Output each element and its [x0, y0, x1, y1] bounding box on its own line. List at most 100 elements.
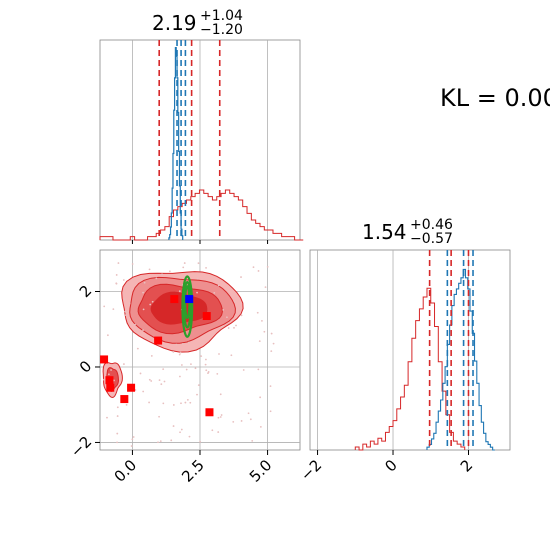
faint-point	[162, 368, 165, 370]
y-tick-label: 2	[76, 282, 95, 301]
faint-point	[197, 384, 200, 387]
faint-point	[151, 300, 154, 303]
faint-point	[110, 369, 112, 371]
faint-point	[211, 429, 214, 432]
faint-point	[196, 393, 198, 396]
faint-point	[115, 274, 118, 276]
faint-point	[142, 308, 145, 311]
faint-point	[178, 290, 181, 293]
faint-point	[131, 263, 134, 265]
faint-point	[233, 326, 235, 329]
faint-point	[172, 425, 175, 427]
faint-point	[130, 445, 133, 447]
right-median: 1.54	[362, 220, 407, 244]
faint-point	[180, 364, 183, 366]
faint-point	[189, 401, 192, 404]
faint-point	[172, 351, 175, 353]
faint-point	[155, 277, 158, 280]
faint-point	[266, 265, 269, 268]
faint-point	[216, 372, 219, 375]
faint-point	[149, 303, 152, 306]
red-square-marker	[127, 383, 136, 392]
blue-square-marker	[185, 295, 194, 304]
faint-point	[187, 341, 190, 344]
faint-point	[264, 286, 267, 289]
faint-point	[227, 327, 230, 329]
faint-point	[158, 415, 160, 418]
faint-point	[179, 351, 182, 354]
faint-point	[205, 369, 208, 372]
faint-point	[103, 305, 106, 308]
right-panel-title: 1.54 +0.46 −0.57	[362, 217, 453, 247]
top-median: 2.19	[152, 11, 197, 35]
faint-point	[221, 325, 224, 328]
faint-point	[179, 375, 181, 378]
faint-point	[170, 439, 173, 442]
faint-point	[204, 363, 207, 366]
faint-point	[159, 440, 162, 443]
faint-point	[252, 266, 255, 269]
y-tick-label: 0	[76, 357, 95, 376]
faint-point	[219, 393, 222, 396]
kl-label: KL = 0.00	[440, 84, 550, 112]
faint-point	[180, 428, 183, 431]
faint-point	[222, 309, 225, 311]
y-tick-label: −2	[67, 433, 95, 461]
top-red-hist	[99, 189, 304, 241]
faint-point	[218, 353, 220, 355]
faint-point	[116, 415, 119, 417]
faint-point	[196, 277, 199, 280]
faint-point	[179, 431, 181, 434]
faint-point	[240, 314, 243, 317]
faint-point	[113, 379, 115, 382]
red-square-marker	[154, 336, 163, 345]
faint-point	[232, 420, 235, 423]
faint-point	[270, 332, 273, 335]
faint-point	[181, 343, 184, 345]
faint-point	[178, 353, 181, 356]
faint-point	[242, 369, 245, 371]
faint-point	[103, 378, 105, 381]
faint-point	[123, 298, 126, 301]
faint-point	[272, 342, 275, 345]
faint-point	[258, 340, 261, 343]
faint-point	[148, 378, 151, 381]
faint-point	[185, 368, 188, 371]
right-histogram: −2 0 2	[297, 249, 511, 484]
faint-point	[199, 440, 202, 443]
right-x-tick-label: 0	[381, 456, 400, 475]
faint-point	[184, 401, 187, 404]
faint-point	[150, 355, 153, 357]
faint-point	[226, 316, 228, 319]
top-panel-title: 2.19 +1.04 −1.20	[152, 8, 243, 38]
faint-point	[116, 432, 119, 435]
faint-point	[134, 323, 136, 326]
faint-point	[186, 398, 189, 401]
faint-point	[200, 355, 203, 358]
faint-point	[124, 314, 127, 317]
faint-point	[194, 367, 197, 370]
faint-point	[142, 329, 144, 332]
faint-point	[233, 300, 236, 303]
faint-point	[256, 311, 259, 314]
faint-point	[207, 372, 209, 375]
faint-point	[148, 268, 151, 271]
faint-point	[259, 425, 262, 428]
red-square-marker	[205, 408, 214, 417]
faint-point	[139, 372, 142, 375]
faint-point	[158, 379, 161, 382]
faint-point	[123, 363, 125, 365]
faint-point	[263, 330, 266, 333]
faint-point	[205, 266, 207, 269]
x-tick-label: 5.0	[246, 456, 276, 486]
right-minus: −0.57	[410, 231, 453, 247]
faint-point	[142, 291, 144, 294]
red-square-marker	[106, 383, 115, 392]
faint-point	[235, 324, 237, 327]
red-square-marker	[202, 312, 211, 321]
faint-point	[162, 402, 165, 405]
faint-point	[168, 270, 171, 273]
right-x-tick-label: 2	[457, 456, 476, 475]
faint-point	[269, 385, 272, 388]
faint-point	[112, 308, 115, 311]
